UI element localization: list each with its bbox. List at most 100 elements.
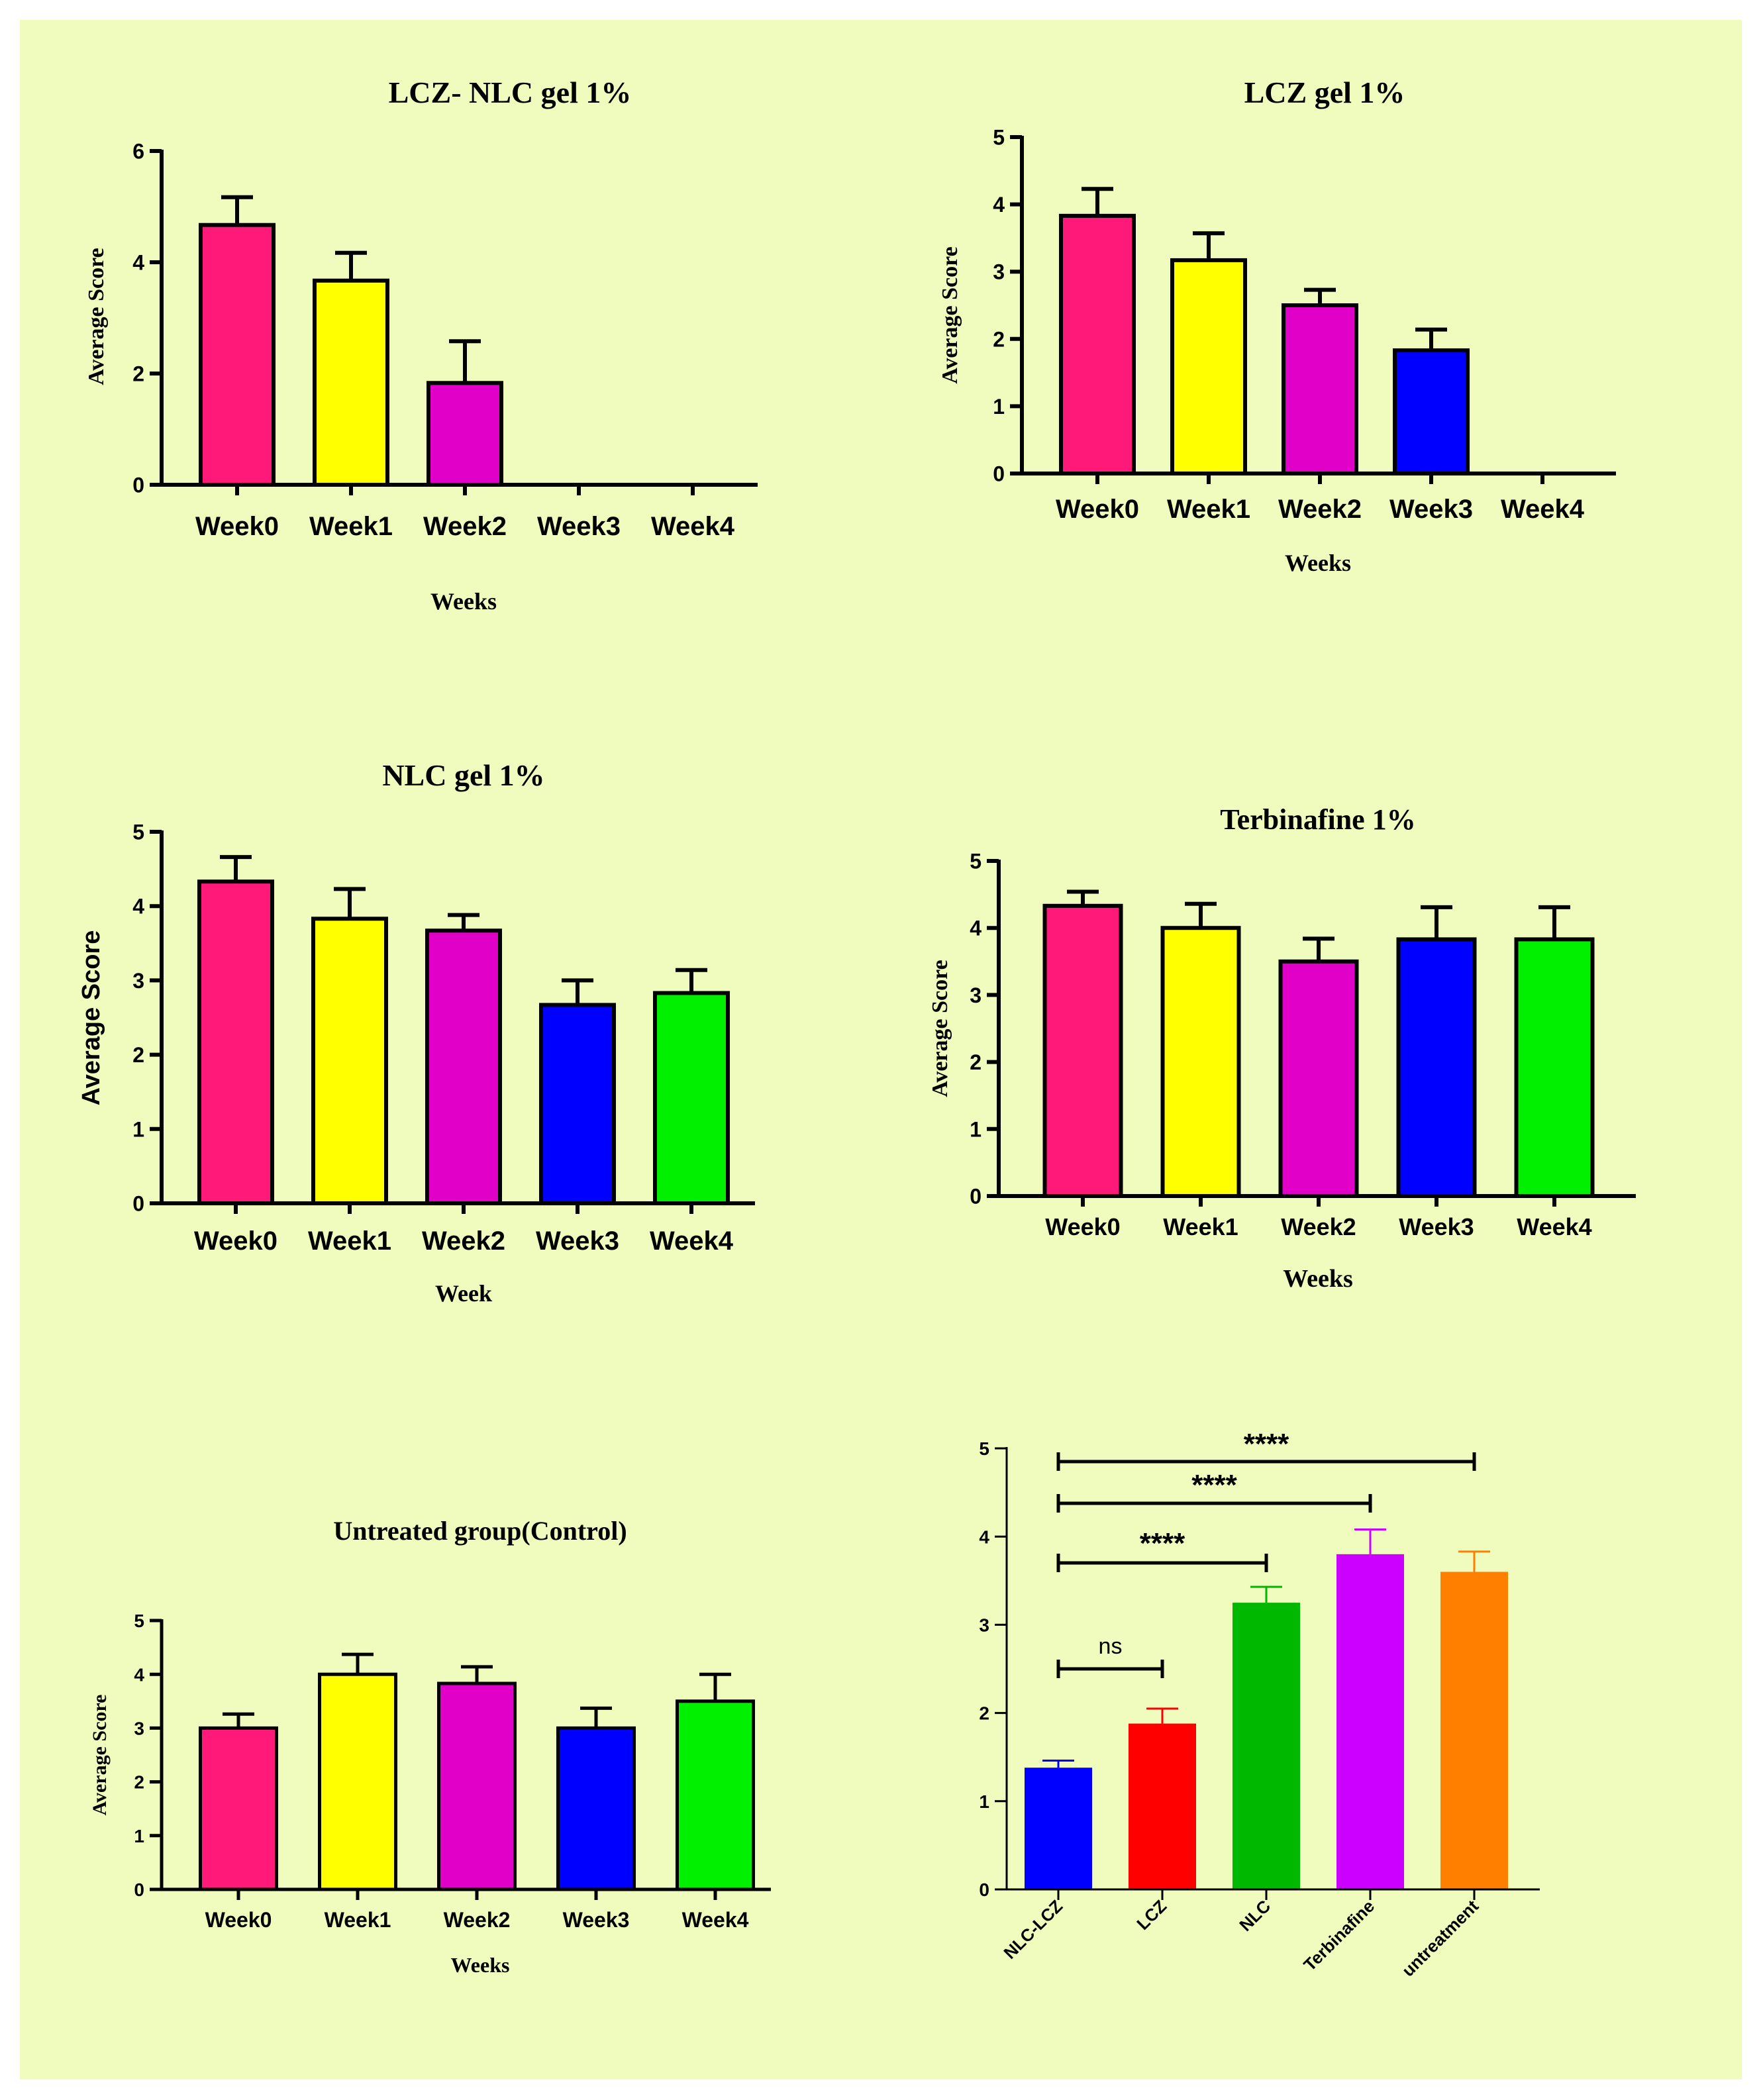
bar-week1 [1160, 926, 1241, 1198]
x-tick-label: Week1 [308, 1226, 391, 1256]
x-axis-label: Weeks [430, 588, 497, 615]
y-tick-label: 1 [970, 1117, 982, 1141]
bar-nlc [1233, 1603, 1300, 1889]
bar-week2 [425, 928, 502, 1205]
x-tick-label: Week0 [1056, 495, 1139, 524]
x-tick-label: Week1 [1167, 495, 1250, 524]
bar-week2 [437, 1681, 517, 1891]
x-tick-label: Week1 [325, 1908, 391, 1932]
y-tick-label: 1 [134, 1826, 144, 1846]
y-axis-label: Average Score [938, 246, 962, 383]
y-tick-label: 3 [970, 983, 982, 1007]
x-tick-label: Week4 [1501, 495, 1585, 524]
y-tick-label: 4 [970, 917, 982, 940]
bar-week4 [676, 1699, 755, 1891]
bar-week1 [318, 1672, 397, 1891]
y-tick-label: 0 [993, 462, 1005, 486]
significance-label: **** [1244, 1428, 1289, 1460]
chart-6: NLC-LCZ LCZ NLC Terbinafine untreatment 0 1 2 3 4… [979, 1428, 1540, 1980]
bar-week2 [1282, 303, 1358, 475]
bar-week4 [1514, 937, 1595, 1199]
bar-lcz [1129, 1723, 1196, 1889]
y-tick-label: 1 [979, 1791, 989, 1812]
y-tick-label: 3 [979, 1615, 989, 1635]
x-tick-label: Week3 [563, 1908, 630, 1932]
y-tick-label: 2 [134, 1772, 144, 1793]
bar-week0 [197, 879, 274, 1205]
chart-title: LCZ- NLC gel 1% [389, 75, 632, 109]
y-tick-label: 5 [979, 1438, 989, 1459]
x-tick-label: Week0 [205, 1908, 272, 1932]
bar-week2 [1278, 959, 1359, 1199]
bar-week0 [1059, 213, 1136, 475]
y-tick-label: 0 [134, 1879, 144, 1900]
bar-week1 [1170, 258, 1247, 475]
chart-4: Terbinafine 1% Average Score Weeks Week0 Wee… [928, 803, 1636, 1293]
bar-untreatment [1440, 1572, 1508, 1889]
bar-week0 [199, 223, 276, 487]
y-tick-label: 4 [134, 1664, 144, 1685]
y-tick-label: 0 [970, 1185, 982, 1209]
x-tick-label: Week1 [309, 512, 393, 541]
y-tick-label: 5 [993, 126, 1005, 150]
y-axis-label: Average Score [84, 248, 109, 385]
y-tick-label: 3 [134, 1718, 144, 1738]
significance-label: **** [1191, 1469, 1237, 1501]
y-axis-label: Average Score [928, 960, 952, 1097]
x-axis-label: Weeks [1283, 1265, 1353, 1293]
bar-week2 [427, 381, 503, 487]
y-tick-label: 1 [993, 395, 1005, 419]
x-tick-label: Terbinafine [1299, 1896, 1378, 1975]
y-tick-label: 2 [132, 1043, 144, 1067]
bar-nlc-lcz [1025, 1768, 1092, 1889]
y-tick-label: 2 [970, 1050, 982, 1074]
x-tick-label: Week2 [1278, 495, 1362, 524]
x-tick-label: NLC [1235, 1896, 1274, 1935]
bar-week3 [1393, 348, 1470, 476]
x-tick-label: Week2 [422, 1226, 505, 1256]
y-tick-label: 4 [979, 1526, 989, 1547]
x-tick-label: Week2 [423, 512, 507, 541]
y-tick-label: 4 [993, 193, 1005, 217]
bar-week3 [539, 1003, 616, 1206]
x-tick-label: Week2 [444, 1908, 511, 1932]
x-tick-label: Week4 [651, 512, 735, 541]
x-tick-label: Week4 [1517, 1213, 1591, 1240]
y-tick-label: 3 [132, 969, 144, 993]
y-tick-label: 5 [970, 850, 982, 874]
chart-title: Untreated group(Control) [333, 1516, 627, 1546]
x-tick-label: Week3 [536, 1226, 619, 1256]
bar-terbinafine [1336, 1554, 1404, 1889]
x-tick-label: Week2 [1281, 1213, 1356, 1240]
significance-label: **** [1140, 1527, 1185, 1560]
x-tick-label: NLC-LCZ [999, 1896, 1066, 1963]
x-tick-label: Week0 [195, 512, 279, 541]
chart-1: LCZ- NLC gel 1% Average Score Weeks Week0 We… [84, 75, 758, 615]
bar-week4 [653, 991, 730, 1205]
x-axis-label: Weeks [1285, 550, 1351, 576]
x-tick-label: Week1 [1163, 1213, 1238, 1240]
y-tick-label: 2 [979, 1703, 989, 1724]
significance-label: ns [1099, 1634, 1123, 1659]
x-tick-label: Week4 [682, 1908, 749, 1932]
chart-title: Terbinafine 1% [1220, 803, 1415, 836]
bar-week3 [1396, 937, 1477, 1199]
y-tick-label: 4 [132, 251, 144, 275]
y-tick-label: 1 [132, 1117, 144, 1141]
y-tick-label: 0 [132, 474, 144, 497]
bar-week3 [556, 1726, 636, 1891]
y-tick-label: 2 [993, 327, 1005, 351]
x-tick-label: untreatment [1398, 1896, 1483, 1981]
y-axis-label: Average Score [89, 1695, 111, 1816]
bar-week0 [199, 1726, 278, 1891]
x-tick-label: Week3 [537, 512, 621, 541]
bar-week0 [1042, 903, 1123, 1198]
x-tick-label: Week0 [194, 1226, 277, 1256]
y-tick-label: 2 [132, 362, 144, 386]
x-tick-label: Week4 [650, 1226, 734, 1256]
y-tick-label: 4 [132, 895, 144, 919]
chart-title: NLC gel 1% [382, 758, 544, 792]
x-tick-label: Week3 [1389, 495, 1473, 524]
x-tick-label: LCZ [1133, 1896, 1170, 1934]
